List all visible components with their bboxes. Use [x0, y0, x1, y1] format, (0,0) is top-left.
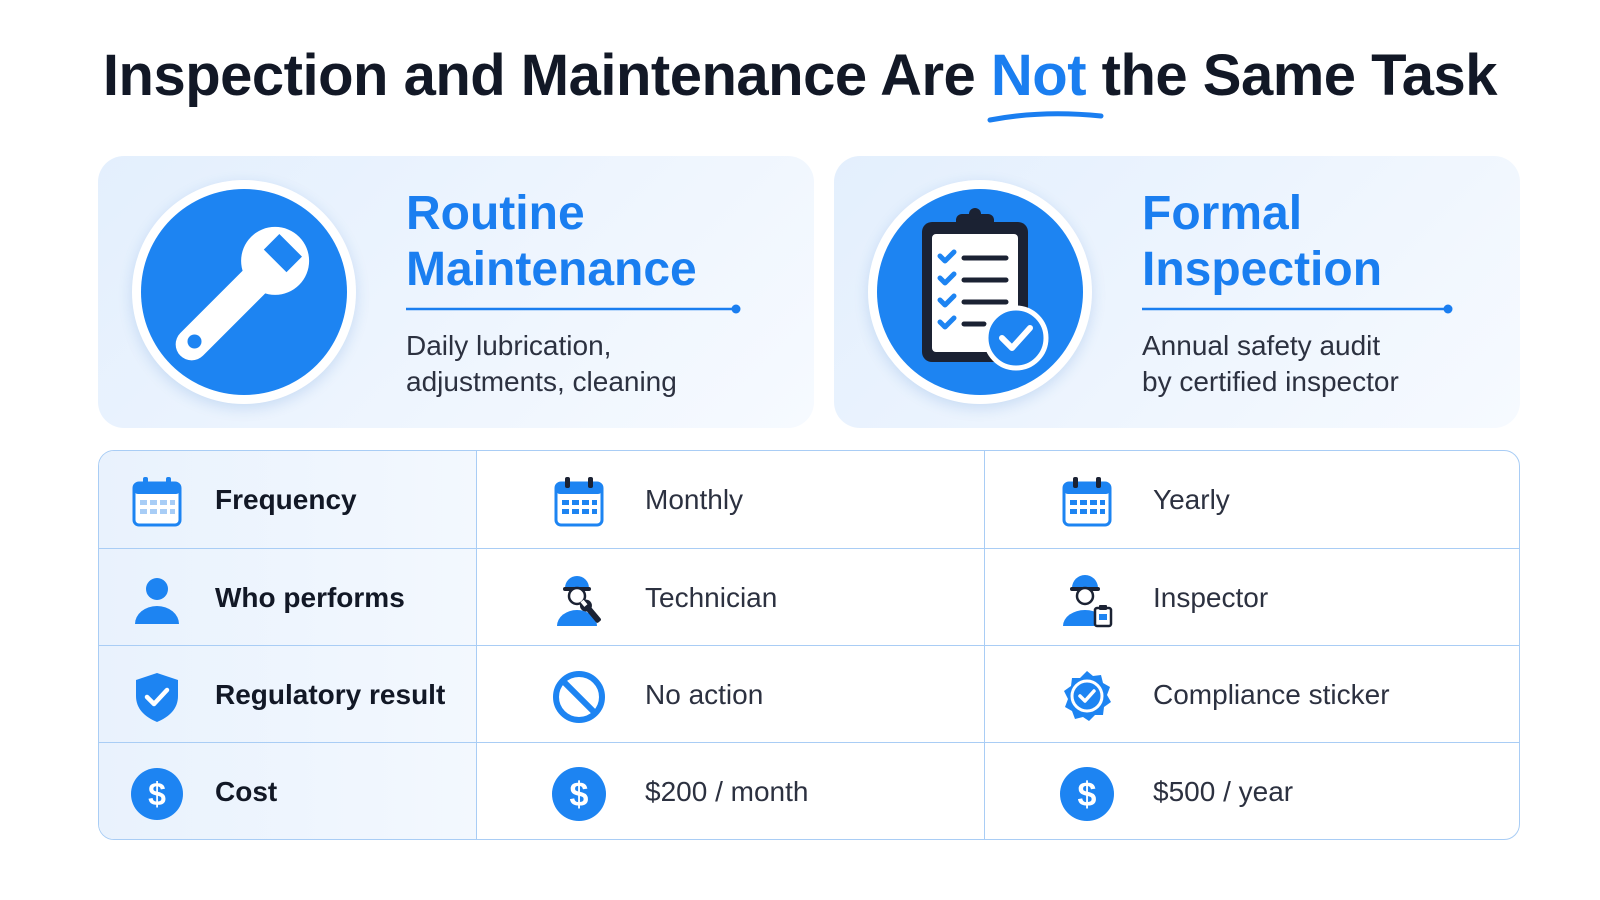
comparison-table: Frequency Monthly Yearly [98, 450, 1520, 840]
routine-title-line2: Maintenance [406, 243, 697, 296]
routine-maintenance-card: Routine Maintenance Daily lubrication, a… [98, 156, 814, 428]
dollar-icon: $ [552, 767, 606, 821]
formal-inspection-card: Formal Inspection Annual safety audit by… [834, 156, 1520, 428]
wrench-icon-badge [132, 180, 356, 404]
routine-desc-line2: adjustments, cleaning [406, 366, 677, 397]
row-label-cell: Who performs [99, 549, 477, 645]
prohibited-icon [553, 671, 605, 723]
maintenance-frequency-value: Monthly [645, 484, 744, 515]
card-divider [406, 304, 741, 314]
maintenance-value-cell: No action [477, 646, 985, 742]
inspection-performer-value: Inspector [1153, 582, 1269, 613]
clipboard-icon-badge [868, 180, 1092, 404]
row-label: Cost [215, 776, 278, 807]
dollar-icon: $ [131, 768, 183, 820]
row-label: Regulatory result [215, 679, 446, 710]
maintenance-cost-value: $200 / month [645, 776, 809, 807]
clipboard-check-icon [922, 208, 1049, 371]
dollar-icon: $ [1060, 767, 1114, 821]
table-row-cost: $ Cost $ $200 / month $ $500 / year [99, 742, 1519, 839]
inspection-desc-line1: Annual safety audit [1142, 330, 1381, 361]
inspection-frequency-value: Yearly [1153, 484, 1230, 515]
table-row-regulatory-result: Regulatory result No action Compliance s… [99, 645, 1519, 742]
person-icon [135, 578, 179, 624]
maintenance-value-cell: $ $200 / month [477, 743, 985, 839]
wrench-icon [175, 226, 310, 361]
inspection-cost-value: $500 / year [1153, 776, 1294, 807]
title-text-after: the Same Task [1086, 43, 1498, 108]
table-row-frequency: Frequency Monthly Yearly [99, 451, 1519, 548]
technician-icon [557, 576, 601, 626]
svg-text:$: $ [570, 776, 589, 814]
calendar-icon [132, 477, 182, 527]
maintenance-performer-value: Technician [645, 582, 778, 613]
svg-text:$: $ [1078, 776, 1097, 814]
maintenance-value-cell: Technician [477, 549, 985, 645]
badge-check-icon [1064, 671, 1111, 721]
routine-maintenance-description: Daily lubrication, adjustments, cleaning [406, 328, 677, 400]
inspection-value-cell: Compliance sticker [985, 646, 1519, 742]
row-label: Frequency [215, 484, 357, 515]
formal-inspection-title: Formal Inspection [1142, 186, 1382, 298]
calendar-icon [554, 477, 604, 527]
inspection-desc-line2: by certified inspector [1142, 366, 1399, 397]
row-label-cell: Frequency [99, 451, 477, 548]
inspection-value-cell: Yearly [985, 451, 1519, 548]
accent-underline [987, 111, 1104, 123]
inspection-value-cell: $ $500 / year [985, 743, 1519, 839]
formal-inspection-description: Annual safety audit by certified inspect… [1142, 328, 1399, 400]
inspection-regulatory-value: Compliance sticker [1153, 679, 1390, 710]
title-accent-word: Not [987, 42, 1104, 123]
title-text-before: Inspection and Maintenance Are [102, 43, 991, 108]
routine-desc-line1: Daily lubrication, [406, 330, 612, 361]
svg-text:$: $ [148, 776, 166, 812]
routine-title-line1: Routine [406, 187, 585, 240]
routine-maintenance-title: Routine Maintenance [406, 186, 697, 298]
maintenance-value-cell: Monthly [477, 451, 985, 548]
row-label: Who performs [215, 582, 405, 613]
row-label-cell: Regulatory result [99, 646, 477, 742]
inspection-title-line1: Formal [1142, 187, 1303, 240]
row-label-cell: $ Cost [99, 743, 477, 839]
page-title: Inspection and Maintenance Are Not the S… [0, 42, 1600, 123]
maintenance-regulatory-value: No action [645, 679, 764, 710]
inspection-title-line2: Inspection [1142, 243, 1383, 296]
calendar-icon [1062, 477, 1112, 527]
inspection-value-cell: Inspector [985, 549, 1519, 645]
shield-check-icon [136, 673, 178, 722]
inspector-icon [1063, 575, 1113, 628]
card-divider [1142, 304, 1453, 314]
table-row-who-performs: Who performs Technician Inspecto [99, 548, 1519, 645]
title-accent-text: Not [990, 43, 1087, 108]
